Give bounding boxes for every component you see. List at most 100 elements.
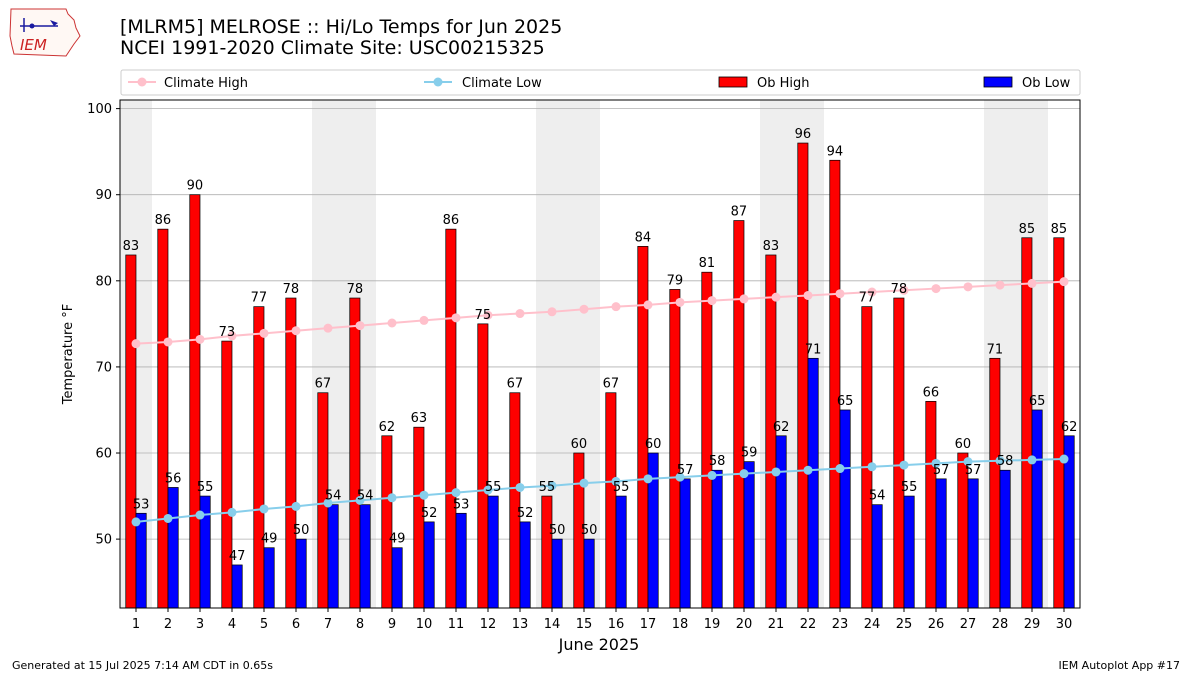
point-climate-high-5 xyxy=(259,328,269,338)
label-ob-low-3: 55 xyxy=(197,480,214,495)
label-ob-low-5: 49 xyxy=(261,532,278,547)
x-tick-label-20: 20 xyxy=(736,617,753,632)
label-ob-high-11: 86 xyxy=(443,213,460,228)
y-tick-label-50: 50 xyxy=(95,533,112,548)
y-tick-label-90: 90 xyxy=(95,188,112,203)
label-ob-high-6: 78 xyxy=(283,282,300,297)
legend-label-ob-high: Ob High xyxy=(757,76,810,91)
point-climate-low-10 xyxy=(419,490,429,500)
x-tick-label-26: 26 xyxy=(928,617,945,632)
legend-label-climate-high: Climate High xyxy=(164,76,248,91)
bar-ob-low-6 xyxy=(295,538,307,609)
point-climate-low-11 xyxy=(451,488,461,498)
grid-lines xyxy=(120,108,1080,540)
label-ob-low-16: 55 xyxy=(613,480,630,495)
bar-ob-low-28 xyxy=(999,469,1011,609)
bar-ob-high-25 xyxy=(893,297,905,609)
label-ob-high-22: 96 xyxy=(795,127,812,142)
label-ob-low-17: 60 xyxy=(645,437,662,452)
x-tick-label-30: 30 xyxy=(1056,617,1073,632)
point-climate-high-30 xyxy=(1059,277,1069,287)
bar-ob-low-8 xyxy=(359,504,371,609)
label-ob-low-13: 52 xyxy=(517,506,534,521)
label-ob-low-25: 55 xyxy=(901,480,918,495)
x-tick-label-14: 14 xyxy=(544,617,561,632)
label-ob-high-18: 79 xyxy=(667,273,684,288)
bar-ob-low-20 xyxy=(743,461,755,609)
point-climate-high-24 xyxy=(867,287,877,297)
label-ob-low-6: 50 xyxy=(293,523,310,538)
point-climate-high-7 xyxy=(323,323,333,333)
point-climate-high-3 xyxy=(195,334,205,344)
bar-ob-low-21 xyxy=(775,435,787,609)
bar-ob-low-15 xyxy=(583,538,595,609)
x-tick-label-16: 16 xyxy=(608,617,625,632)
label-ob-low-19: 58 xyxy=(709,454,726,469)
label-ob-low-21: 62 xyxy=(773,420,790,435)
bar-ob-high-26 xyxy=(925,401,937,609)
point-climate-low-26 xyxy=(931,458,941,468)
point-climate-low-16 xyxy=(611,476,621,486)
label-ob-high-25: 78 xyxy=(891,282,908,297)
label-ob-low-1: 53 xyxy=(133,497,150,512)
bar-ob-high-28 xyxy=(989,357,1001,609)
label-ob-high-28: 71 xyxy=(987,342,1004,357)
point-climate-high-23 xyxy=(835,289,845,299)
x-tick-label-27: 27 xyxy=(960,617,977,632)
legend-climate-low: Climate Low xyxy=(424,76,542,91)
x-tick-label-11: 11 xyxy=(448,617,465,632)
iem-logo: IEM xyxy=(8,6,82,58)
label-ob-high-27: 60 xyxy=(955,437,972,452)
point-climate-high-21 xyxy=(771,292,781,302)
label-ob-high-17: 84 xyxy=(635,230,652,245)
label-ob-high-5: 77 xyxy=(251,291,268,306)
point-climate-low-27 xyxy=(963,457,973,467)
x-tick-label-17: 17 xyxy=(640,617,657,632)
label-ob-low-12: 55 xyxy=(485,480,502,495)
x-tick-label-9: 9 xyxy=(388,617,396,632)
x-tick-label-6: 6 xyxy=(292,617,300,632)
x-tick-label-18: 18 xyxy=(672,617,689,632)
climate-lines xyxy=(131,277,1069,527)
bar-ob-high-9 xyxy=(381,435,393,609)
point-climate-low-19 xyxy=(707,470,717,480)
bar-ob-high-1 xyxy=(125,254,137,609)
bar-ob-low-13 xyxy=(519,521,531,609)
point-climate-low-3 xyxy=(195,510,205,520)
bar-ob-low-18 xyxy=(679,478,691,609)
point-climate-low-15 xyxy=(579,478,589,488)
y-tick-label-100: 100 xyxy=(87,102,112,117)
point-climate-high-16 xyxy=(611,302,621,312)
point-climate-low-2 xyxy=(163,513,173,523)
label-ob-high-7: 67 xyxy=(315,377,332,392)
legend-label-ob-low: Ob Low xyxy=(1022,76,1071,91)
label-ob-high-24: 77 xyxy=(859,291,876,306)
bar-ob-low-2 xyxy=(167,487,179,609)
bar-ob-low-19 xyxy=(711,469,723,609)
bar-ob-high-6 xyxy=(285,297,297,609)
x-tick-label-4: 4 xyxy=(228,617,236,632)
label-ob-high-2: 86 xyxy=(155,213,172,228)
label-ob-low-10: 52 xyxy=(421,506,438,521)
x-axis-label: June 2025 xyxy=(558,635,640,654)
label-ob-high-29: 85 xyxy=(1019,222,1036,237)
y-tick-label-60: 60 xyxy=(95,447,112,462)
point-climate-high-8 xyxy=(355,321,365,331)
point-climate-low-30 xyxy=(1059,454,1069,464)
x-tick-label-15: 15 xyxy=(576,617,593,632)
label-ob-high-21: 83 xyxy=(763,239,780,254)
bar-ob-low-22 xyxy=(807,357,819,609)
point-climate-low-14 xyxy=(547,481,557,491)
label-ob-high-19: 81 xyxy=(699,256,716,271)
point-climate-high-6 xyxy=(291,326,301,336)
bar-ob-low-16 xyxy=(615,495,627,609)
legend-climate-high: Climate High xyxy=(128,76,248,91)
bar-ob-high-5 xyxy=(253,306,265,609)
x-tick-label-24: 24 xyxy=(864,617,881,632)
point-climate-high-15 xyxy=(579,304,589,314)
point-climate-low-7 xyxy=(323,498,333,508)
point-climate-low-21 xyxy=(771,467,781,477)
point-climate-high-17 xyxy=(643,300,653,310)
x-tick-label-23: 23 xyxy=(832,617,849,632)
label-ob-low-29: 65 xyxy=(1029,394,1046,409)
